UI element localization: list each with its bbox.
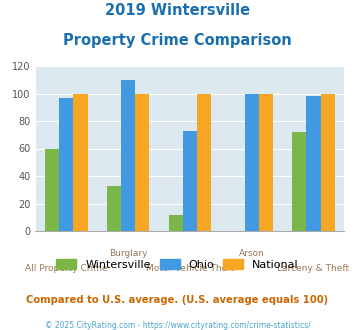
Bar [245, 93, 259, 231]
Bar [135, 93, 149, 231]
Bar [45, 148, 59, 231]
Text: Larceny & Theft: Larceny & Theft [277, 264, 350, 273]
Legend: Wintersville, Ohio, National: Wintersville, Ohio, National [56, 259, 299, 270]
Text: All Property Crime: All Property Crime [25, 264, 108, 273]
Bar [121, 80, 135, 231]
Text: 2019 Wintersville: 2019 Wintersville [105, 3, 250, 18]
Text: Burglary: Burglary [109, 249, 147, 258]
Bar [169, 214, 183, 231]
Bar [321, 93, 335, 231]
Bar [59, 98, 73, 231]
Text: Property Crime Comparison: Property Crime Comparison [63, 33, 292, 48]
Text: Arson: Arson [239, 249, 264, 258]
Bar [306, 96, 321, 231]
Bar [259, 93, 273, 231]
Bar [107, 185, 121, 231]
Bar [183, 131, 197, 231]
Bar [197, 93, 211, 231]
Bar [292, 132, 306, 231]
Bar [73, 93, 88, 231]
Text: © 2025 CityRating.com - https://www.cityrating.com/crime-statistics/: © 2025 CityRating.com - https://www.city… [45, 321, 310, 330]
Text: Motor Vehicle Theft: Motor Vehicle Theft [146, 264, 234, 273]
Text: Compared to U.S. average. (U.S. average equals 100): Compared to U.S. average. (U.S. average … [26, 295, 329, 305]
